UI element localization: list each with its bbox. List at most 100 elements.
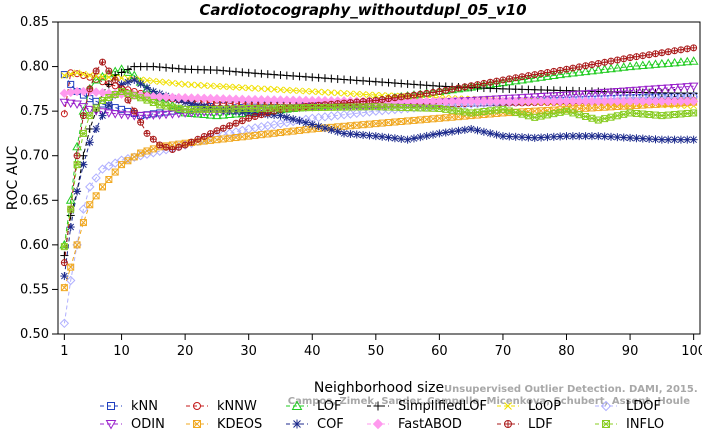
legend-swatch-marker: [292, 419, 302, 429]
data-point: [486, 78, 494, 86]
data-point: [582, 112, 590, 120]
data-point: [124, 96, 132, 104]
data-point: [181, 81, 189, 88]
data-point: [523, 96, 534, 107]
data-point: [524, 72, 532, 80]
data-point: [429, 115, 437, 123]
data-point: [639, 110, 647, 118]
series-inflo: [60, 88, 698, 251]
data-point: [461, 83, 469, 91]
data-point: [467, 109, 475, 117]
data-point: [548, 70, 559, 79]
data-point: [110, 158, 120, 168]
data-point: [555, 96, 565, 107]
data-point: [156, 141, 164, 149]
data-point: [536, 72, 546, 81]
data-point: [104, 101, 113, 110]
data-point: [523, 93, 534, 103]
data-point: [669, 84, 680, 93]
data-point: [448, 85, 456, 93]
data-point: [638, 96, 648, 107]
data-point: [60, 243, 68, 251]
data-point: [498, 96, 508, 107]
data-point: [644, 96, 654, 107]
data-point: [86, 72, 94, 79]
data-point: [582, 62, 590, 70]
data-point: [479, 96, 489, 107]
data-point: [289, 115, 298, 124]
data-point: [467, 124, 476, 133]
legend-swatch-marker: [504, 420, 512, 428]
data-point: [327, 125, 336, 134]
data-point: [347, 90, 354, 98]
data-point: [474, 81, 482, 89]
data-point: [251, 104, 259, 112]
data-point: [593, 65, 604, 74]
data-point: [78, 204, 89, 214]
y-tick-label: 0.75: [20, 104, 49, 119]
data-point: [422, 131, 431, 140]
data-point: [162, 79, 170, 86]
data-point: [212, 93, 222, 104]
data-point: [86, 73, 94, 81]
data-point: [631, 86, 642, 96]
data-point: [79, 112, 87, 120]
legend-label: COF: [317, 417, 344, 432]
legend-swatch-marker: [193, 402, 201, 410]
data-point: [423, 89, 431, 97]
data-point: [289, 87, 297, 94]
data-point: [105, 175, 113, 183]
data-point: [657, 96, 667, 107]
data-point: [542, 92, 553, 102]
data-point: [645, 51, 653, 59]
data-point: [162, 102, 170, 110]
data-point: [607, 57, 615, 65]
data-point: [510, 94, 521, 103]
data-point: [84, 105, 95, 115]
data-point: [161, 110, 171, 120]
legend-label: kNN: [131, 399, 158, 414]
data-point: [498, 132, 507, 141]
data-point: [137, 149, 145, 157]
series-markers: [59, 86, 699, 107]
legend-item-simplifiedlof: SimplifiedLOF: [367, 399, 487, 414]
data-point: [409, 134, 418, 143]
data-point: [625, 61, 635, 71]
data-point: [218, 110, 229, 119]
data-point: [256, 105, 267, 114]
data-point: [461, 108, 469, 116]
data-point: [472, 96, 483, 107]
plot-area: 1 10 20 30 40 50 60 70 80 90 100 0.500.550.600.650…: [20, 15, 702, 359]
data-point: [346, 129, 355, 138]
data-point: [637, 86, 648, 95]
y-tick-label: 0.70: [20, 149, 49, 164]
data-point: [224, 109, 235, 119]
x-tick-label: 100: [681, 344, 702, 359]
series-layer: [59, 44, 699, 329]
data-point: [663, 58, 674, 67]
data-point: [555, 91, 566, 101]
data-point: [97, 88, 108, 98]
data-point: [656, 58, 667, 68]
legend-item-odin: ODIN: [100, 417, 165, 432]
data-point: [250, 94, 260, 105]
data-point: [689, 135, 698, 144]
data-point: [530, 96, 540, 107]
data-point: [644, 85, 655, 95]
data-point: [454, 84, 462, 92]
data-point: [682, 96, 692, 107]
data-point: [207, 130, 215, 138]
data-point: [429, 88, 437, 96]
data-point: [561, 91, 572, 101]
data-point: [410, 116, 418, 124]
data-point: [569, 109, 577, 117]
data-point: [143, 77, 151, 84]
x-tick-label: 1: [60, 344, 68, 359]
data-point: [486, 107, 494, 115]
data-point: [321, 88, 329, 96]
data-point: [397, 134, 406, 143]
data-point: [549, 96, 559, 107]
data-point: [302, 87, 310, 95]
data-point: [625, 87, 635, 96]
data-point: [580, 96, 591, 107]
